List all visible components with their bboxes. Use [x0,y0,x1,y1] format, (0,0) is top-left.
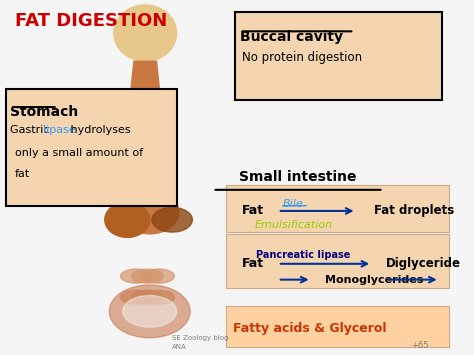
Polygon shape [134,125,154,185]
Text: Fatty acids & Glycerol: Fatty acids & Glycerol [233,322,386,335]
Text: Pancreatic lipase: Pancreatic lipase [256,250,351,260]
Ellipse shape [105,202,150,237]
FancyBboxPatch shape [226,306,448,346]
FancyBboxPatch shape [226,234,448,289]
Text: Fat droplets: Fat droplets [374,204,455,218]
Ellipse shape [120,290,152,304]
Ellipse shape [132,269,163,283]
Ellipse shape [132,290,163,304]
Text: Monoglycerides: Monoglycerides [325,275,423,285]
Text: fat: fat [15,169,30,179]
Text: Buccal cavity: Buccal cavity [240,29,343,44]
Ellipse shape [123,295,177,327]
Ellipse shape [120,192,179,234]
Text: Emulsification: Emulsification [255,220,333,230]
Ellipse shape [143,290,174,304]
Text: Gastric: Gastric [10,125,54,135]
Ellipse shape [120,269,152,283]
Ellipse shape [109,285,190,338]
Text: Fat: Fat [242,204,264,218]
Text: Stomach: Stomach [10,105,79,119]
Ellipse shape [114,5,177,61]
Text: SE Zoology blog: SE Zoology blog [172,335,228,341]
Text: No protein digestion: No protein digestion [242,51,362,64]
Text: hydrolyses: hydrolyses [66,125,130,135]
Text: lipase: lipase [43,125,75,135]
Text: Small intestine: Small intestine [239,170,357,185]
Text: +65: +65 [411,341,428,350]
FancyBboxPatch shape [6,89,177,206]
FancyBboxPatch shape [226,185,448,232]
Text: only a small amount of: only a small amount of [15,148,143,158]
Text: Diglyceride: Diglyceride [386,257,461,270]
Ellipse shape [143,269,174,283]
Text: Bile: Bile [283,199,304,209]
Text: ANA: ANA [172,344,187,350]
FancyBboxPatch shape [235,12,442,100]
Text: Fat: Fat [242,257,264,270]
Text: FAT DIGESTION: FAT DIGESTION [15,12,167,30]
Ellipse shape [152,207,192,232]
Polygon shape [127,61,163,125]
